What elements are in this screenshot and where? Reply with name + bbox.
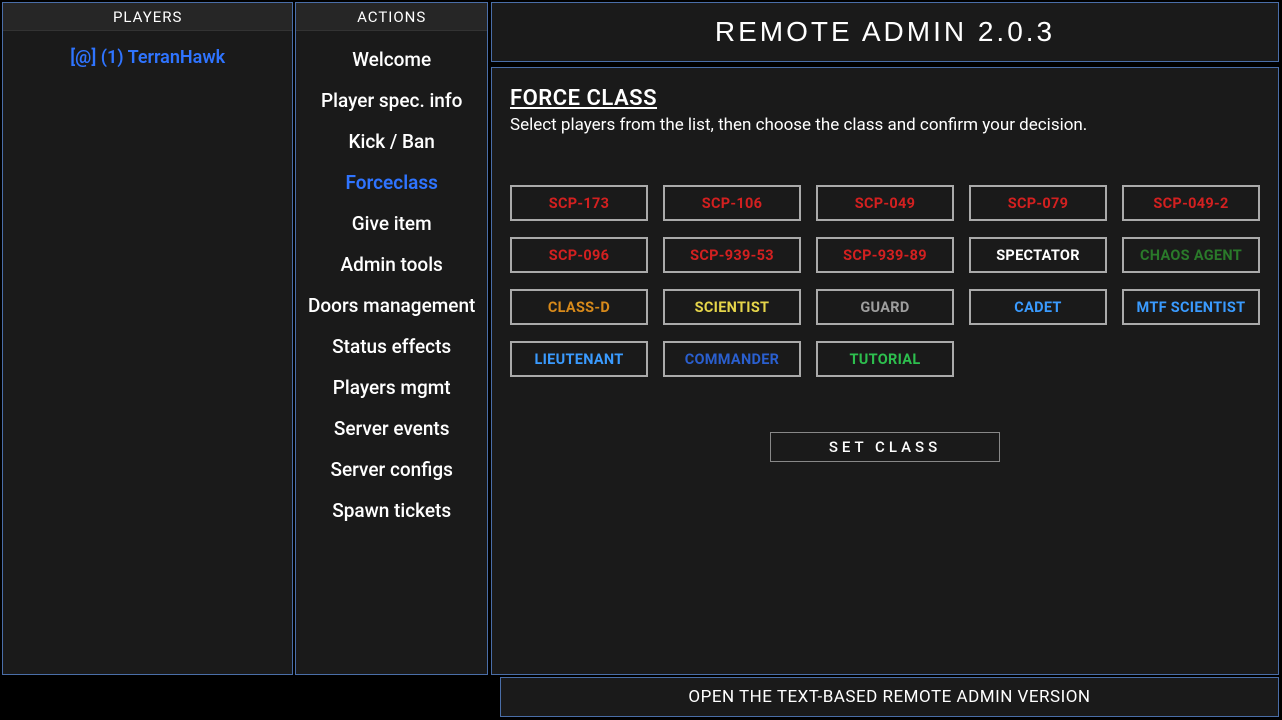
section-desc: Select players from the list, then choos… bbox=[510, 115, 1260, 135]
class-button-tutorial[interactable]: TUTORIAL bbox=[816, 341, 954, 377]
action-item-admin-tools[interactable]: Admin tools bbox=[296, 244, 487, 285]
class-button-scientist[interactable]: SCIENTIST bbox=[663, 289, 801, 325]
class-button-scp-049-2[interactable]: SCP-049-2 bbox=[1122, 185, 1260, 221]
app-title: REMOTE ADMIN 2.0.3 bbox=[491, 2, 1279, 62]
action-item-welcome[interactable]: Welcome bbox=[296, 39, 487, 80]
class-button-lieutenant[interactable]: LIEUTENANT bbox=[510, 341, 648, 377]
class-button-scp-939-53[interactable]: SCP-939-53 bbox=[663, 237, 801, 273]
action-item-players-mgmt[interactable]: Players mgmt bbox=[296, 367, 487, 408]
players-list: [@] (1) TerranHawk bbox=[3, 31, 292, 72]
class-button-guard[interactable]: GUARD bbox=[816, 289, 954, 325]
player-item[interactable]: [@] (1) TerranHawk bbox=[3, 43, 292, 72]
actions-header: ACTIONS bbox=[296, 3, 487, 31]
action-item-player-spec-info[interactable]: Player spec. info bbox=[296, 80, 487, 121]
class-button-commander[interactable]: COMMANDER bbox=[663, 341, 801, 377]
class-button-scp-173[interactable]: SCP-173 bbox=[510, 185, 648, 221]
class-button-class-d[interactable]: CLASS-D bbox=[510, 289, 648, 325]
action-item-doors-management[interactable]: Doors management bbox=[296, 285, 487, 326]
action-item-give-item[interactable]: Give item bbox=[296, 203, 487, 244]
class-button-scp-939-89[interactable]: SCP-939-89 bbox=[816, 237, 954, 273]
action-item-server-events[interactable]: Server events bbox=[296, 408, 487, 449]
footer-open-text-admin[interactable]: OPEN THE TEXT-BASED REMOTE ADMIN VERSION bbox=[500, 677, 1279, 717]
class-button-mtf-scientist[interactable]: MTF SCIENTIST bbox=[1122, 289, 1260, 325]
action-item-status-effects[interactable]: Status effects bbox=[296, 326, 487, 367]
content-panel: REMOTE ADMIN 2.0.3 FORCE CLASS Select pl… bbox=[491, 2, 1279, 675]
actions-panel: ACTIONS WelcomePlayer spec. infoKick / B… bbox=[295, 2, 488, 675]
class-grid: SCP-173 SCP-106 SCP-049 SCP-079 SCP-049-2 SCP… bbox=[510, 185, 1260, 377]
class-button-scp-079[interactable]: SCP-079 bbox=[969, 185, 1107, 221]
class-button-cadet[interactable]: CADET bbox=[969, 289, 1107, 325]
class-button-spectator[interactable]: SPECTATOR bbox=[969, 237, 1107, 273]
class-button-scp-049[interactable]: SCP-049 bbox=[816, 185, 954, 221]
actions-list: WelcomePlayer spec. infoKick / BanForcec… bbox=[296, 31, 487, 531]
players-panel: PLAYERS [@] (1) TerranHawk bbox=[2, 2, 293, 675]
class-button-scp-096[interactable]: SCP-096 bbox=[510, 237, 648, 273]
players-header: PLAYERS bbox=[3, 3, 292, 31]
action-item-server-configs[interactable]: Server configs bbox=[296, 449, 487, 490]
content-body: FORCE CLASS Select players from the list… bbox=[491, 67, 1279, 675]
action-item-forceclass[interactable]: Forceclass bbox=[296, 162, 487, 203]
class-button-scp-106[interactable]: SCP-106 bbox=[663, 185, 801, 221]
set-class-button[interactable]: SET CLASS bbox=[770, 432, 1000, 462]
section-title: FORCE CLASS bbox=[510, 86, 1260, 111]
action-item-spawn-tickets[interactable]: Spawn tickets bbox=[296, 490, 487, 531]
action-item-kick-ban[interactable]: Kick / Ban bbox=[296, 121, 487, 162]
class-button-chaos-agent[interactable]: CHAOS AGENT bbox=[1122, 237, 1260, 273]
